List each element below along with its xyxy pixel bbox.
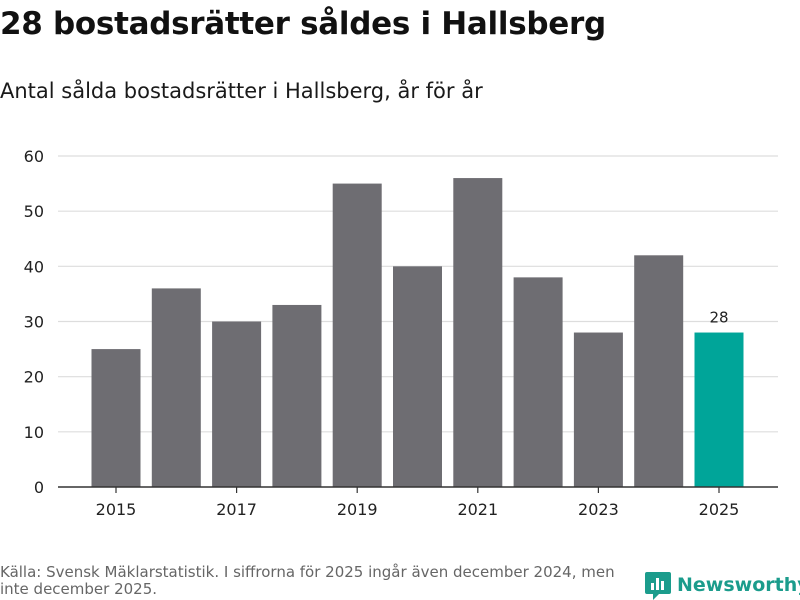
x-tick-label: 2021 [457, 500, 498, 519]
y-tick-label: 30 [24, 313, 44, 332]
y-tick-label: 50 [24, 202, 44, 221]
x-tick-label: 2017 [216, 500, 257, 519]
bar-2023 [573, 332, 623, 487]
brand-name: Newsworthy [677, 574, 800, 596]
bar-2018 [272, 304, 322, 487]
x-tick-label: 2015 [96, 500, 137, 519]
bars [91, 178, 744, 488]
data-labels: 28 [709, 309, 728, 327]
x-tick-label: 2025 [699, 500, 740, 519]
bar-2015 [91, 349, 141, 487]
bar-2024 [634, 255, 684, 487]
x-axis-ticks: 2015 2017 2019 2021 2023 2025 [96, 487, 740, 519]
x-tick-label: 2023 [578, 500, 619, 519]
newsworthy-brand[interactable]: Newsworthy [645, 570, 800, 600]
y-tick-label: 60 [24, 147, 44, 166]
bar-2022 [513, 277, 563, 487]
bar-2019 [332, 183, 382, 488]
chart-subtitle: Antal sålda bostadsrätter i Hallsberg, å… [0, 79, 483, 103]
data-label-2025: 28 [709, 309, 728, 327]
chart-title: 28 bostadsrätter såldes i Hallsberg [0, 6, 606, 42]
bar-2016 [151, 288, 201, 487]
x-tick-label: 2019 [337, 500, 378, 519]
newsworthy-logo-icon [645, 572, 671, 600]
y-tick-label: 40 [24, 257, 44, 276]
source-note: Källa: Svensk Mäklarstatistik. I siffror… [0, 563, 615, 598]
bar-2025 [694, 332, 744, 487]
y-tick-label: 0 [34, 478, 44, 497]
bar-2021 [453, 178, 503, 488]
bar-2020 [393, 266, 442, 487]
y-tick-label: 10 [24, 423, 44, 442]
y-axis-ticks: 0 10 20 30 40 50 60 [24, 147, 44, 497]
bar-2017 [212, 321, 262, 487]
y-tick-label: 20 [24, 368, 44, 387]
